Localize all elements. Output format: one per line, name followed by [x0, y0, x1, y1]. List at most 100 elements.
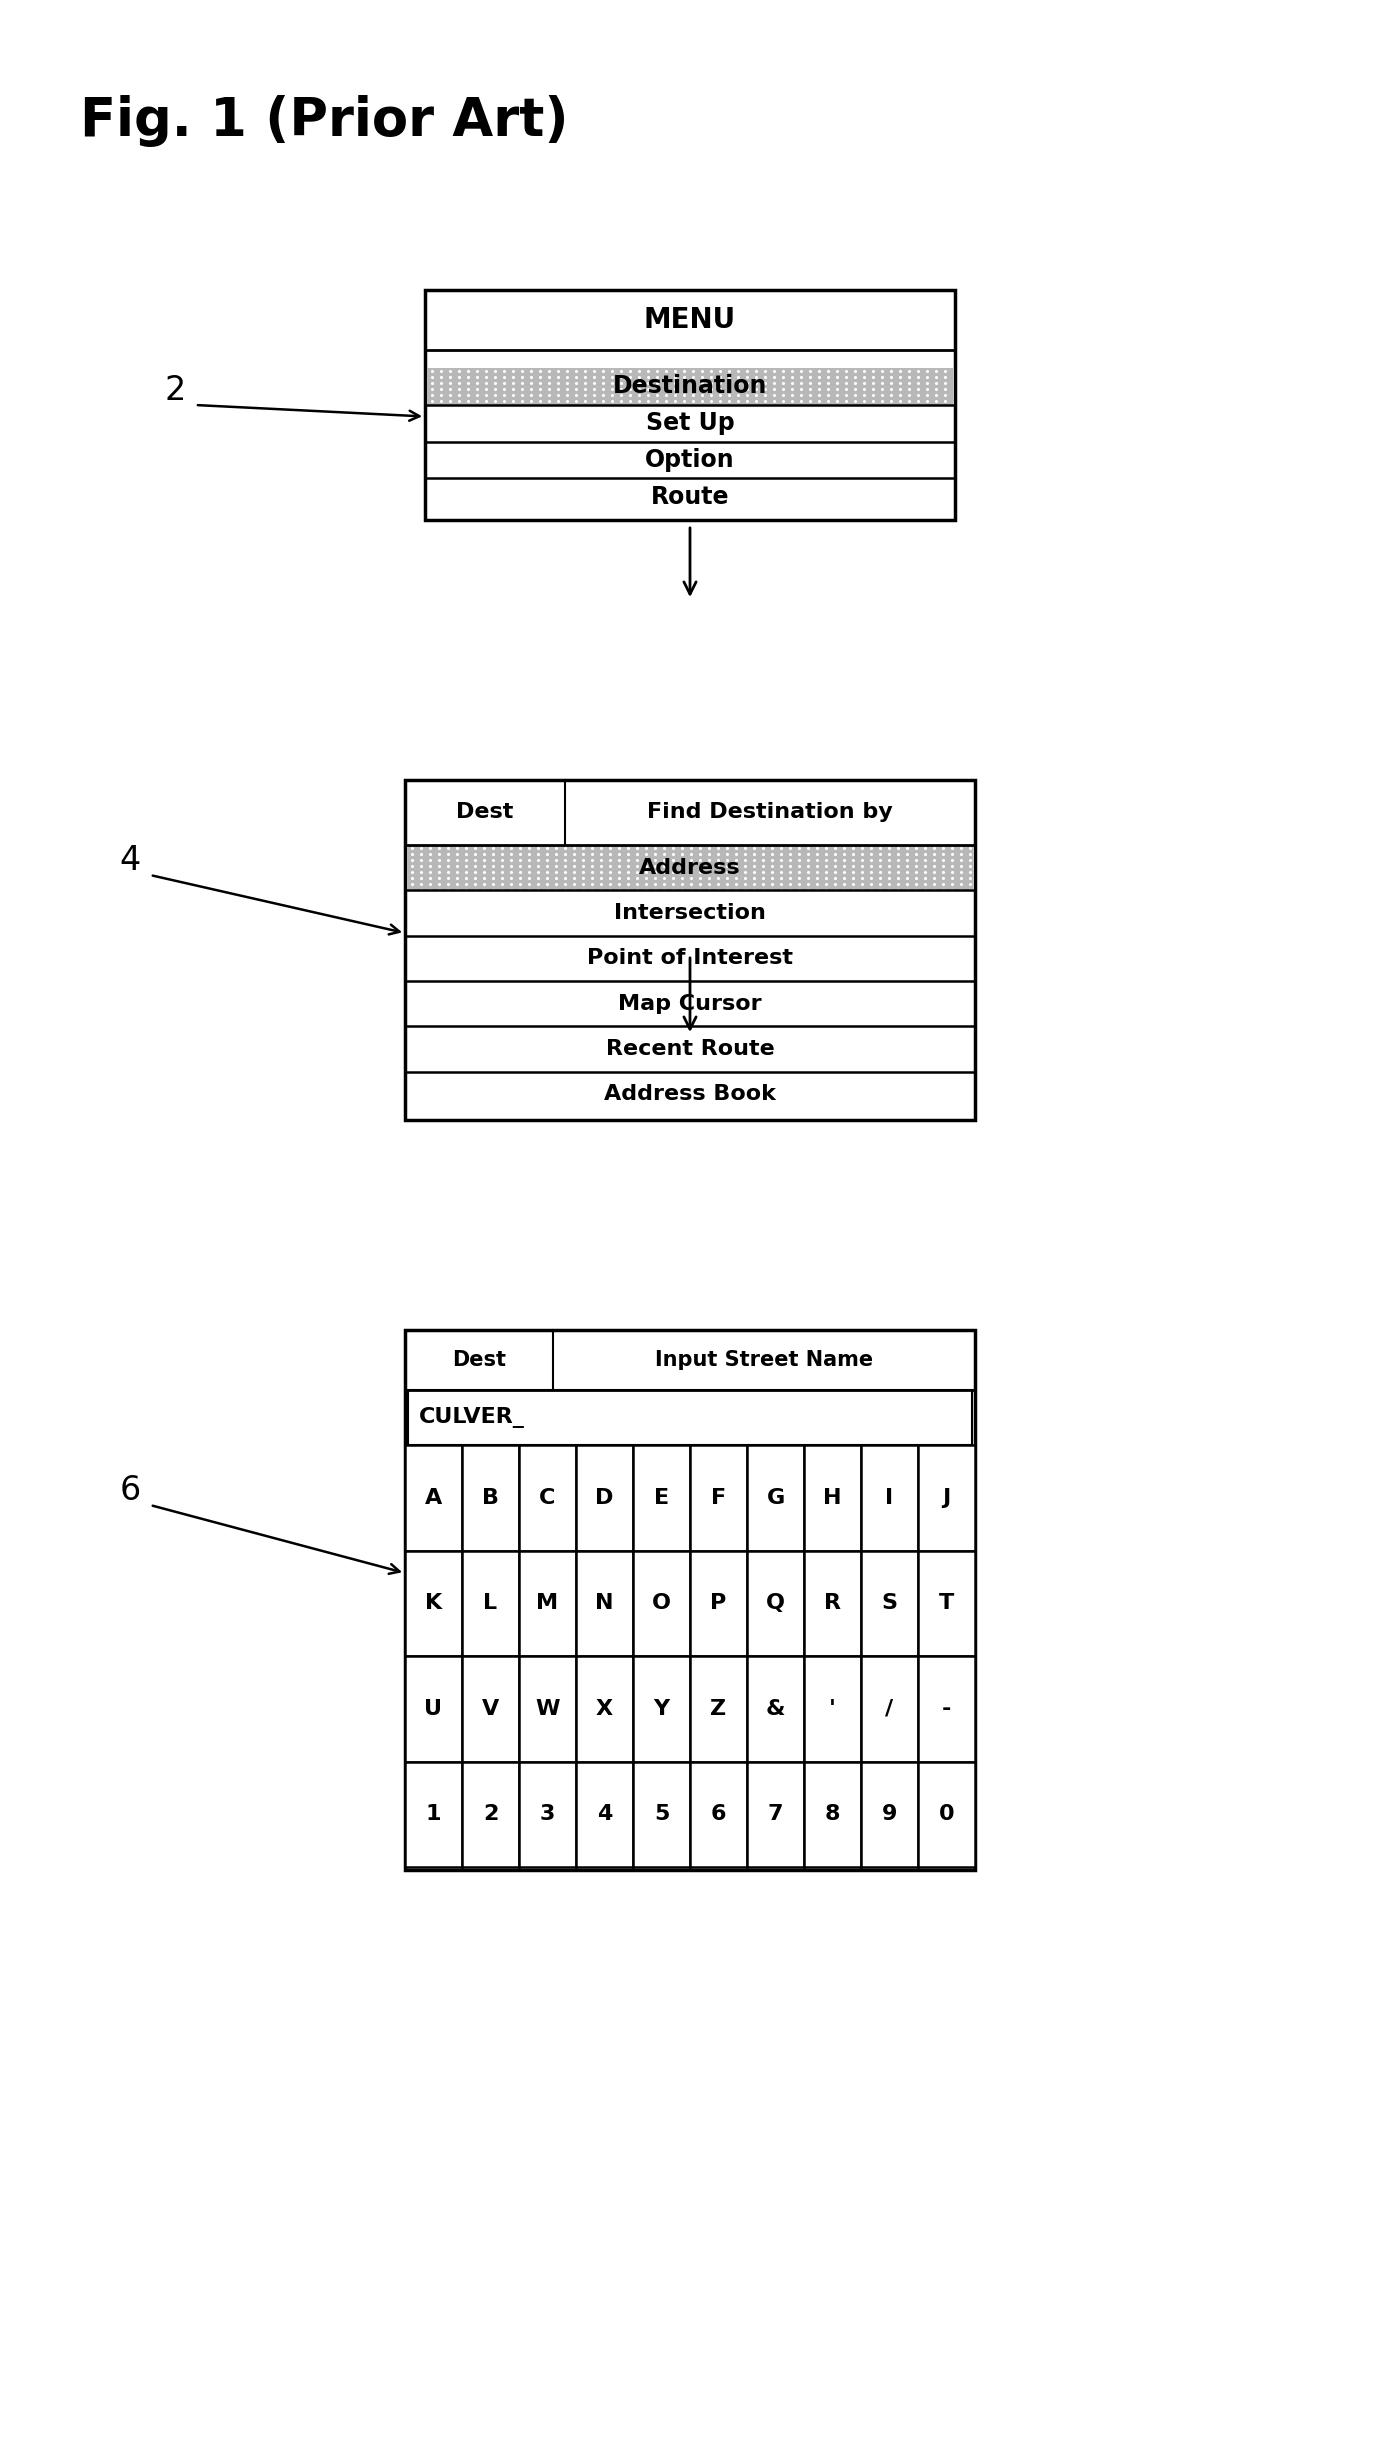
Bar	[425, 291, 956, 520]
Bar	[747, 1551, 804, 1656]
Text: 1: 1	[426, 1805, 441, 1825]
Bar	[690, 1551, 747, 1656]
Bar	[860, 1444, 918, 1551]
Text: Z: Z	[710, 1698, 727, 1720]
Text: Point of Interest: Point of Interest	[587, 948, 793, 967]
Bar	[519, 1656, 576, 1761]
Text: Dest: Dest	[452, 1351, 506, 1371]
Bar	[408, 1390, 972, 1444]
Text: 5: 5	[654, 1805, 669, 1825]
Bar	[804, 1444, 860, 1551]
Text: Find Destination by: Find Destination by	[647, 801, 892, 823]
Text: -: -	[942, 1698, 952, 1720]
Text: H: H	[823, 1488, 841, 1507]
Text: Input Street Name: Input Street Name	[655, 1351, 873, 1371]
Bar	[690, 1656, 747, 1761]
Text: L: L	[484, 1593, 498, 1612]
Text: 7: 7	[768, 1805, 783, 1825]
Bar	[576, 1656, 633, 1761]
Text: Map Cursor: Map Cursor	[618, 994, 761, 1014]
Text: Route: Route	[651, 484, 729, 508]
Text: Option: Option	[645, 447, 735, 471]
Text: Recent Route: Recent Route	[605, 1038, 775, 1058]
Bar	[405, 779, 975, 1119]
Bar	[405, 1329, 975, 1869]
Text: Set Up: Set Up	[645, 410, 735, 435]
Bar	[804, 1551, 860, 1656]
Bar	[804, 1761, 860, 1866]
Text: 8: 8	[825, 1805, 840, 1825]
Text: Address: Address	[640, 857, 741, 877]
Bar	[633, 1551, 690, 1656]
Bar	[690, 1444, 747, 1551]
Text: ': '	[829, 1698, 836, 1720]
Bar	[405, 1761, 462, 1866]
Bar	[918, 1444, 975, 1551]
Text: S: S	[881, 1593, 898, 1612]
Text: Fig. 1 (Prior Art): Fig. 1 (Prior Art)	[80, 95, 568, 147]
Bar	[519, 1761, 576, 1866]
Bar	[860, 1551, 918, 1656]
Text: J: J	[942, 1488, 950, 1507]
Text: O: O	[652, 1593, 672, 1612]
Text: B: B	[483, 1488, 499, 1507]
Text: C: C	[539, 1488, 556, 1507]
Text: MENU: MENU	[644, 305, 736, 335]
Bar	[918, 1761, 975, 1866]
Text: R: R	[825, 1593, 841, 1612]
Text: A: A	[425, 1488, 443, 1507]
Bar	[407, 845, 974, 889]
Bar	[462, 1551, 519, 1656]
Text: T: T	[939, 1593, 954, 1612]
Bar	[633, 1761, 690, 1866]
Text: I: I	[885, 1488, 894, 1507]
Text: Address Book: Address Book	[604, 1085, 776, 1104]
Bar	[462, 1761, 519, 1866]
Bar	[405, 1444, 462, 1551]
Text: E: E	[654, 1488, 669, 1507]
Bar	[804, 1656, 860, 1761]
Bar	[462, 1444, 519, 1551]
Bar	[519, 1551, 576, 1656]
Text: 2: 2	[483, 1805, 498, 1825]
Text: 3: 3	[539, 1805, 556, 1825]
Text: 4: 4	[120, 843, 141, 877]
Text: U: U	[425, 1698, 443, 1720]
Text: P: P	[710, 1593, 727, 1612]
Bar	[576, 1551, 633, 1656]
Text: D: D	[596, 1488, 614, 1507]
Bar	[427, 369, 953, 406]
Bar	[860, 1656, 918, 1761]
Bar	[918, 1656, 975, 1761]
Text: G: G	[767, 1488, 785, 1507]
Bar	[747, 1656, 804, 1761]
Text: CULVER_: CULVER_	[419, 1407, 525, 1429]
Text: Dest: Dest	[456, 801, 513, 823]
Bar	[918, 1551, 975, 1656]
Bar	[690, 1761, 747, 1866]
Bar	[462, 1656, 519, 1761]
Bar	[633, 1656, 690, 1761]
Bar	[633, 1444, 690, 1551]
Bar	[747, 1761, 804, 1866]
Text: W: W	[535, 1698, 560, 1720]
Text: 0: 0	[939, 1805, 954, 1825]
Bar	[405, 1656, 462, 1761]
Text: Y: Y	[654, 1698, 670, 1720]
Bar	[405, 1551, 462, 1656]
Text: N: N	[596, 1593, 614, 1612]
Text: Q: Q	[765, 1593, 785, 1612]
Text: &: &	[765, 1698, 785, 1720]
Bar	[747, 1444, 804, 1551]
Text: X: X	[596, 1698, 614, 1720]
Bar	[576, 1761, 633, 1866]
Text: 2: 2	[164, 374, 186, 406]
Bar	[519, 1444, 576, 1551]
Text: M: M	[536, 1593, 558, 1612]
Bar	[576, 1444, 633, 1551]
Text: F: F	[712, 1488, 727, 1507]
Text: K: K	[425, 1593, 443, 1612]
Text: 9: 9	[881, 1805, 898, 1825]
Text: 4: 4	[597, 1805, 612, 1825]
Text: Destination: Destination	[612, 374, 767, 398]
